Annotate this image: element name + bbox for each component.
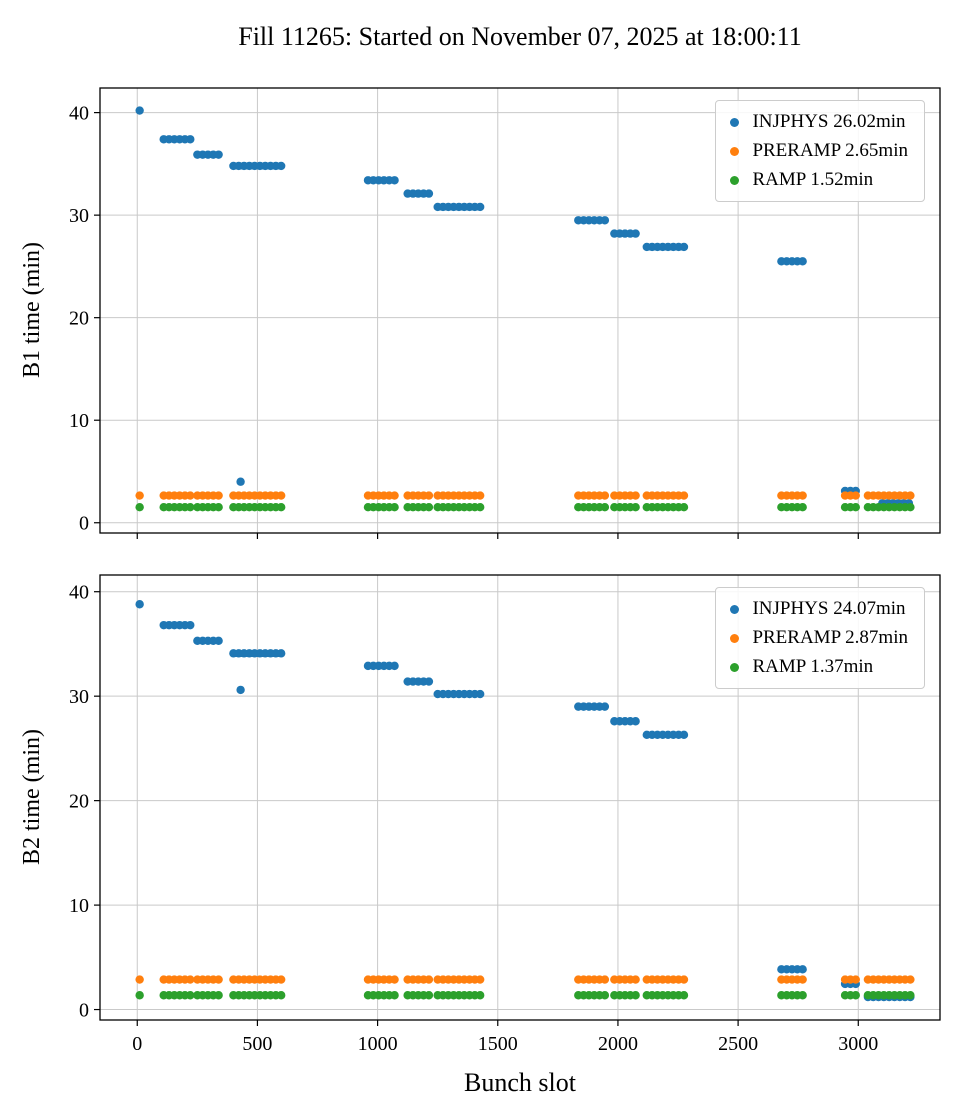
chart-title: Fill 11265: Started on November 07, 2025…: [238, 22, 802, 51]
y-tick-label: 30: [69, 686, 89, 708]
legend-label: RAMP 1.37min: [752, 656, 874, 677]
series-injphys: [135, 600, 918, 1002]
legend-item: PRERAMP 2.87min: [730, 627, 908, 649]
tick-marks: [94, 112, 859, 539]
y-tick-label: 0: [79, 1000, 89, 1022]
series-preramp: [135, 491, 918, 500]
x-tick-label: 1000: [358, 1033, 398, 1055]
x-tick-label: 2500: [718, 1033, 758, 1055]
x-tick-label: 500: [242, 1033, 272, 1055]
legend-label: INJPHYS 24.07min: [752, 598, 906, 619]
legend-label: PRERAMP 2.87min: [752, 627, 908, 648]
y-tick-label: 40: [69, 582, 89, 604]
ramp-marker-icon: [730, 662, 740, 672]
series-injphys: [135, 106, 918, 508]
x-tick-label: 1500: [478, 1033, 518, 1055]
y-tick-label: 30: [69, 205, 89, 227]
legend-label: RAMP 1.52min: [752, 169, 874, 190]
legend-label: INJPHYS 26.02min: [752, 111, 906, 132]
legend-item: RAMP 1.37min: [730, 656, 908, 678]
y-tick-label: 20: [69, 308, 89, 330]
preramp-marker-icon: [730, 633, 740, 643]
series-ramp: [135, 502, 918, 512]
legend-label: PRERAMP 2.65min: [752, 140, 908, 161]
y-tick-label: 40: [69, 103, 89, 125]
plot-border: [99, 87, 941, 534]
injphys-marker-icon: [730, 604, 740, 614]
tick-labels: 0 10 20 30 40 0 500 1000 1500 2000 2500 3000: [69, 582, 878, 1055]
x-tick-label: 2000: [598, 1033, 638, 1055]
preramp-marker-icon: [730, 146, 740, 156]
y-tick-label: 0: [79, 513, 89, 535]
x-axis-label: Bunch slot: [464, 1068, 576, 1097]
series-preramp: [135, 975, 918, 984]
x-tick-label: 0: [132, 1033, 142, 1055]
legend-item: RAMP 1.52min: [730, 169, 908, 191]
injphys-marker-icon: [730, 117, 740, 127]
gridlines: [100, 575, 940, 1020]
legend-item: INJPHYS 24.07min: [730, 598, 908, 620]
series-ramp: [135, 991, 918, 1000]
plot-border: [99, 574, 941, 1021]
y-tick-label: 20: [69, 791, 89, 813]
b2-chart: 0 10 20 30 40 0 500 1000 1500 2000 2500 3000: [69, 574, 941, 1055]
b2-legend: INJPHYS 24.07min PRERAMP 2.87min RAMP 1.…: [715, 587, 925, 689]
b1-legend: INJPHYS 26.02min PRERAMP 2.65min RAMP 1.…: [715, 100, 925, 202]
tick-labels: 0 10 20 30 40: [69, 103, 89, 535]
legend-item: PRERAMP 2.65min: [730, 140, 908, 162]
tick-marks: [94, 591, 859, 1026]
legend-item: INJPHYS 26.02min: [730, 111, 908, 133]
x-tick-label: 3000: [838, 1033, 878, 1055]
ramp-marker-icon: [730, 175, 740, 185]
y-tick-label: 10: [69, 410, 89, 432]
y-tick-label: 10: [69, 895, 89, 917]
b2-y-axis-label: B2 time (min): [19, 729, 45, 865]
b1-y-axis-label: B1 time (min): [19, 242, 45, 378]
